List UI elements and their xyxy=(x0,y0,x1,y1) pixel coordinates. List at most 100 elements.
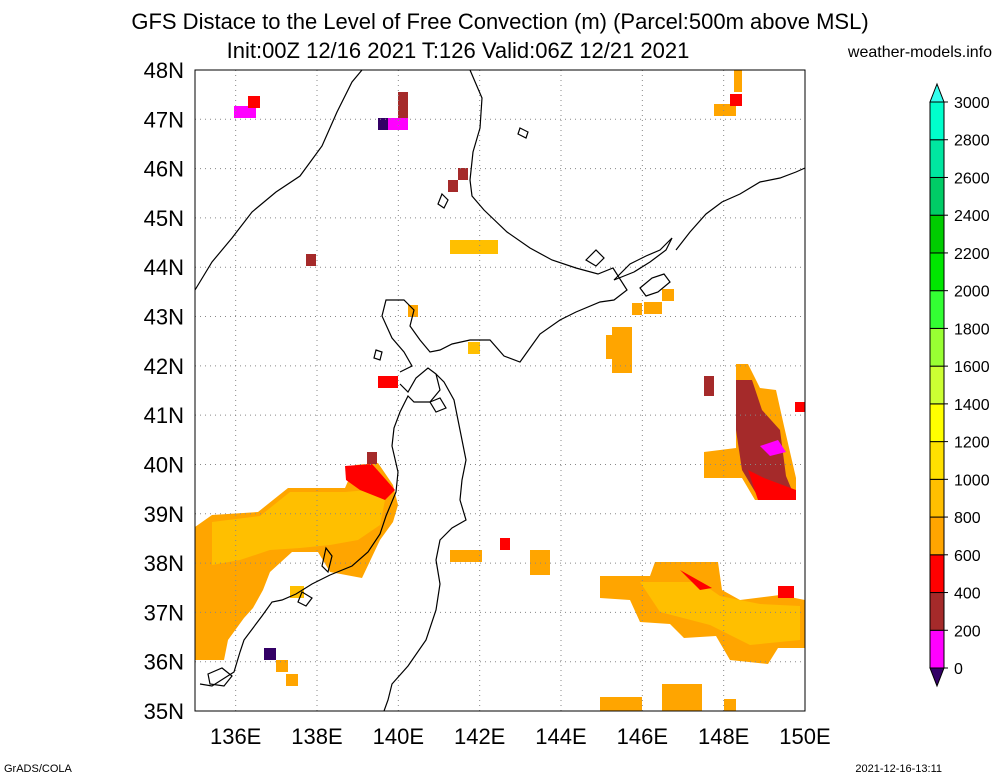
colorbar-label: 1200 xyxy=(954,435,990,452)
colorbar-segment xyxy=(929,403,945,443)
colorbar-label: 1000 xyxy=(954,472,990,489)
lat-tick-label: 46N xyxy=(144,157,184,182)
lfc-cell xyxy=(458,168,468,180)
lon-tick-label: 146E xyxy=(617,724,668,749)
coastline xyxy=(429,397,447,413)
lfc-cell xyxy=(714,104,736,116)
coastline xyxy=(517,127,529,139)
lfc-cell xyxy=(662,684,702,711)
lat-tick-label: 38N xyxy=(144,551,184,576)
lat-tick-label: 37N xyxy=(144,600,184,625)
coastline xyxy=(437,192,449,209)
lfc-cell xyxy=(724,699,736,711)
lon-tick-label: 142E xyxy=(454,724,505,749)
lfc-cell xyxy=(367,452,377,464)
lfc-region-red-patch xyxy=(345,464,395,500)
lfc-cell xyxy=(248,96,260,108)
coastline xyxy=(207,667,233,687)
lfc-cell xyxy=(662,289,674,301)
lfc-region-magenta xyxy=(760,440,786,456)
lat-tick-label: 43N xyxy=(144,305,184,330)
lfc-cell xyxy=(398,92,408,118)
coastline xyxy=(381,69,628,373)
lat-tick-label: 40N xyxy=(144,452,184,477)
lat-tick-label: 36N xyxy=(144,650,184,675)
colorbar-segment xyxy=(929,214,945,254)
colorbar-label: 600 xyxy=(954,548,981,565)
colorbar-segment xyxy=(929,139,945,178)
lfc-cell xyxy=(306,254,316,266)
coastline xyxy=(199,367,441,687)
colorbar-segment xyxy=(929,592,945,631)
colorbar-label: 2600 xyxy=(954,170,990,187)
footer-left-label: GrADS/COLA xyxy=(4,763,72,775)
lat-tick-label: 41N xyxy=(144,403,184,428)
coastline-layer xyxy=(194,69,806,712)
colorbar-segment xyxy=(929,290,945,329)
lon-tick-label: 138E xyxy=(291,724,342,749)
colorbar-segment xyxy=(929,478,945,518)
map-frame xyxy=(194,69,806,712)
colorbar-segment xyxy=(929,365,945,405)
colorbar-segment xyxy=(929,629,945,669)
lfc-cell xyxy=(704,376,714,396)
colorbar-label: 2200 xyxy=(954,246,990,263)
lfc-cell xyxy=(276,660,288,672)
chart-title-line2: Init:00Z 12/16 2021 T:126 Valid:06Z 12/2… xyxy=(226,38,690,63)
lfc-cell xyxy=(468,342,480,354)
lfc-region-sea-of-japan-core xyxy=(212,490,385,565)
lat-tick-label: 47N xyxy=(144,107,184,132)
lat-tick-label: 45N xyxy=(144,206,184,231)
lat-tick-label: 35N xyxy=(144,699,184,724)
colorbar-label: 200 xyxy=(954,623,981,640)
coastline xyxy=(194,69,363,291)
lfc-field-layer xyxy=(195,70,805,711)
colorbar-segment xyxy=(929,516,945,556)
lfc-cell xyxy=(600,697,642,711)
colorbar-under-arrow xyxy=(929,667,945,688)
colorbar-label: 1800 xyxy=(954,321,990,338)
colorbar-label: 2400 xyxy=(954,208,990,225)
lfc-cell xyxy=(378,118,388,130)
colorbar-label: 3000 xyxy=(954,95,990,112)
chart-title-line1: GFS Distace to the Level of Free Convect… xyxy=(131,9,869,34)
lfc-cell xyxy=(644,302,662,314)
lfc-region-pacific-south-core xyxy=(640,582,800,645)
colorbar-label: 1600 xyxy=(954,359,990,376)
colorbar-segment xyxy=(929,252,945,292)
lat-tick-label: 42N xyxy=(144,354,184,379)
lon-tick-label: 144E xyxy=(535,724,586,749)
footer-timestamp: 2021-12-16-13:11 xyxy=(855,763,942,775)
colorbar-segment xyxy=(929,441,945,480)
lfc-cell xyxy=(264,648,276,660)
lfc-cell xyxy=(408,305,418,317)
lfc-cell xyxy=(612,327,632,373)
colorbar-segment xyxy=(929,176,945,216)
lon-tick-label: 148E xyxy=(698,724,749,749)
lon-tick-label: 150E xyxy=(779,724,830,749)
coastline xyxy=(639,273,671,297)
lfc-cell xyxy=(632,303,642,315)
lfc-cell xyxy=(795,402,805,412)
coastline xyxy=(321,546,333,574)
colorbar-label: 800 xyxy=(954,510,981,527)
lon-tick-label: 136E xyxy=(210,724,261,749)
lfc-cell xyxy=(450,240,498,254)
coastline xyxy=(297,591,313,607)
lat-tick-label: 39N xyxy=(144,502,184,527)
lfc-cell xyxy=(500,538,510,550)
lfc-cell xyxy=(730,94,742,106)
lon-axis-labels: 136E 138E 140E 142E 144E 146E 148E 150E xyxy=(210,724,831,749)
colorbar-label: 1400 xyxy=(954,397,990,414)
brand-label: weather-models.info xyxy=(847,44,992,61)
lfc-cell xyxy=(606,335,616,359)
colorbar-label: 400 xyxy=(954,586,981,603)
colorbar-label: 2800 xyxy=(954,133,990,150)
lfc-cell xyxy=(378,376,398,388)
lfc-region-red-patch xyxy=(748,470,796,500)
lon-tick-label: 140E xyxy=(373,724,424,749)
lfc-cell xyxy=(734,70,742,92)
coastline xyxy=(675,167,806,251)
lfc-cell xyxy=(286,674,298,686)
